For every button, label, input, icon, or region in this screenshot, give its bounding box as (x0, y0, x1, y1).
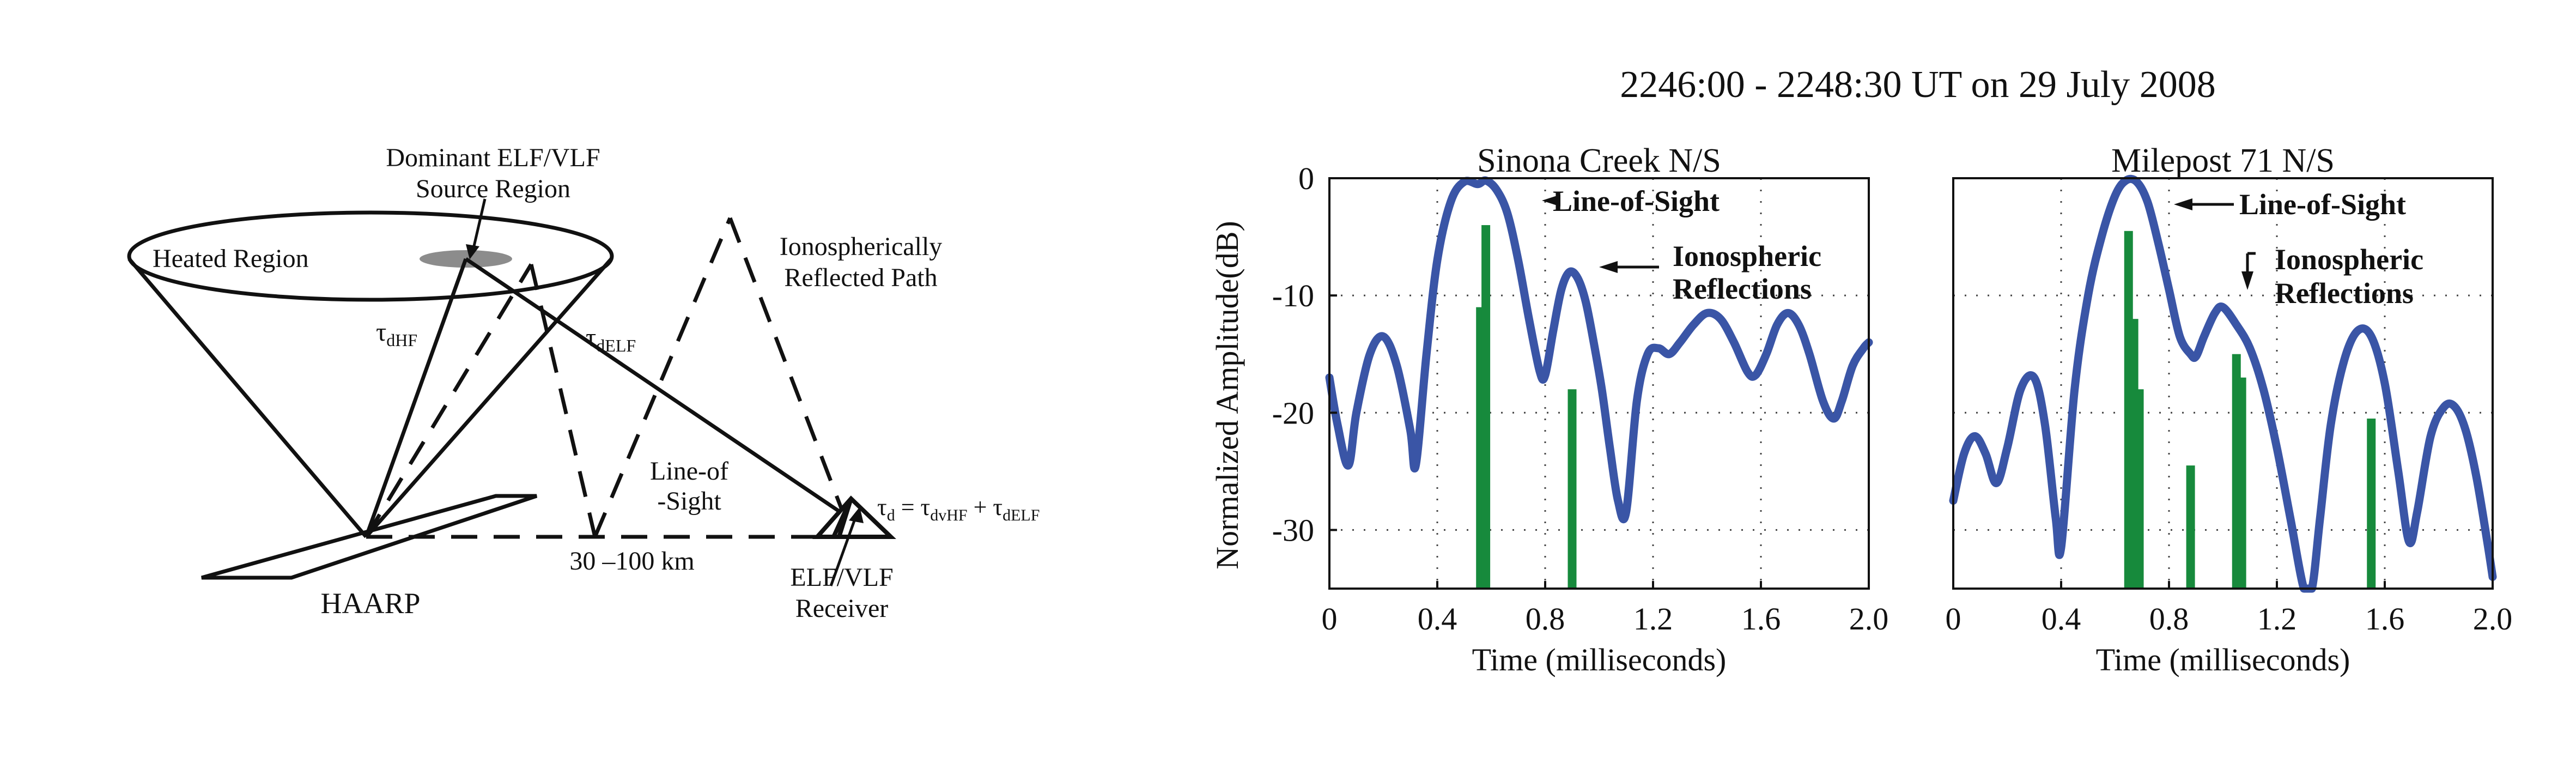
receiver-antenna-inner (831, 498, 853, 538)
plot-frame (1952, 177, 2494, 590)
dashed-reflected-2-down (728, 217, 844, 511)
x-tick-label: 2.0 (2473, 601, 2513, 637)
delay-equation: τd = τdvHF + τdELF (877, 494, 1040, 524)
cone-right-edge (364, 257, 613, 538)
dashed-reflected-1-down (529, 264, 597, 537)
x-axis-label: Time (milliseconds) (1472, 642, 1727, 677)
los-label-line2: -Sight (657, 487, 721, 516)
x-tick-label: 1.6 (1741, 601, 1781, 637)
plot-frame (1328, 177, 1870, 590)
heated-region-label: Heated Region (153, 244, 309, 273)
source-arrow-line (471, 198, 487, 251)
reflection-bar (2237, 377, 2246, 589)
y-tick-label: -10 (1272, 278, 1314, 313)
cone-left-edge (127, 257, 368, 538)
receiver-arrow-line (829, 517, 857, 586)
iono-label-line2: Reflected Path (784, 263, 937, 292)
y-tick-label: -30 (1272, 512, 1314, 548)
haarp-label: HAARP (320, 587, 420, 620)
hf-path-line (364, 258, 468, 538)
x-tick-label: 0 (1322, 601, 1338, 637)
los-annotation-arrowhead (1542, 195, 1560, 207)
ion-annotation-arrowhead (1599, 261, 1618, 273)
chart-title: Milepost 71 N/S (2111, 142, 2335, 179)
receiver-antenna (812, 495, 896, 539)
source-arrowhead (466, 244, 479, 259)
iono-label-line1: Ionospherically (780, 232, 943, 261)
reflection-bar (1481, 225, 1491, 589)
amplitude-line (1325, 176, 1873, 524)
x-tick-label: 0.8 (2149, 601, 2189, 637)
chart-sinona-creek: 0 0.4 0.8 1.2 1.6 2.0 0 -10 -20 -30 Sinona Creek N… (1272, 142, 1889, 677)
los-label-line1: Line-of (650, 457, 728, 486)
ion-annotation-label-line1: Ionospheric (2275, 243, 2423, 276)
dashed-reflected-2-up (593, 217, 732, 538)
x-tick-label: 1.2 (1633, 601, 1673, 637)
figure-title: 2246:00 - 2248:30 UT on 29 July 2008 (1620, 64, 2215, 106)
amplitude-line (1949, 174, 2497, 593)
chart-milepost-71: 0 0.4 0.8 1.2 1.6 2.0 Milepost 71 N/S Time (mil… (1946, 142, 2513, 677)
heated-region-ellipse (127, 210, 614, 302)
propagation-diagram (127, 198, 896, 586)
chart-title: Sinona Creek N/S (1477, 142, 1721, 179)
ion-annotation-label-line2: Reflections (2275, 277, 2414, 310)
los-annotation-label: Line-of-Sight (1553, 185, 1720, 217)
elf-path-line (465, 257, 840, 513)
x-tick-label: 0 (1946, 601, 1961, 637)
tau-delf-label: τdELF (586, 323, 636, 355)
reflection-bar (1568, 389, 1577, 589)
receiver-arrowhead (849, 507, 864, 523)
ion-annotation-label-line2: Reflections (1673, 272, 1812, 305)
y-tick-label: -20 (1272, 395, 1314, 431)
x-tick-label: 1.6 (2365, 601, 2405, 637)
dashed-paths (364, 217, 844, 539)
x-tick-label: 0.4 (1418, 601, 1457, 637)
reflection-bar (2135, 389, 2144, 589)
receiver-label-line2: Receiver (795, 594, 889, 623)
receiver-label-line1: ELF/VLF (790, 563, 893, 592)
source-label-line1: Dominant ELF/VLF (386, 143, 600, 172)
x-tick-label: 0.8 (1526, 601, 1565, 637)
x-axis-label: Time (milliseconds) (2096, 642, 2350, 677)
reflection-bar (2186, 465, 2195, 589)
haarp-ground-plane (201, 494, 538, 580)
los-annotation-label: Line-of-Sight (2239, 188, 2406, 221)
y-tick-label: 0 (1298, 161, 1314, 196)
dashed-reflected-1-up (364, 263, 533, 538)
ion-annotation-label-line1: Ionospheric (1673, 240, 1821, 272)
x-tick-label: 1.2 (2257, 601, 2297, 637)
distance-label: 30 –100 km (569, 547, 694, 576)
y-axis-label: Normalized Amplitude(dB) (1210, 221, 1245, 569)
reflection-bar (2367, 419, 2376, 589)
x-tick-label: 2.0 (1849, 601, 1889, 637)
source-label-line2: Source Region (416, 174, 570, 203)
diagram-labels: Dominant ELF/VLF Source Region Heated Re… (153, 143, 1040, 623)
tau-dhf-label: τdHF (376, 318, 417, 350)
ion-annotation-arrowhead (2241, 271, 2253, 290)
x-tick-label: 0.4 (2042, 601, 2081, 637)
los-annotation-arrowhead (2174, 198, 2192, 210)
